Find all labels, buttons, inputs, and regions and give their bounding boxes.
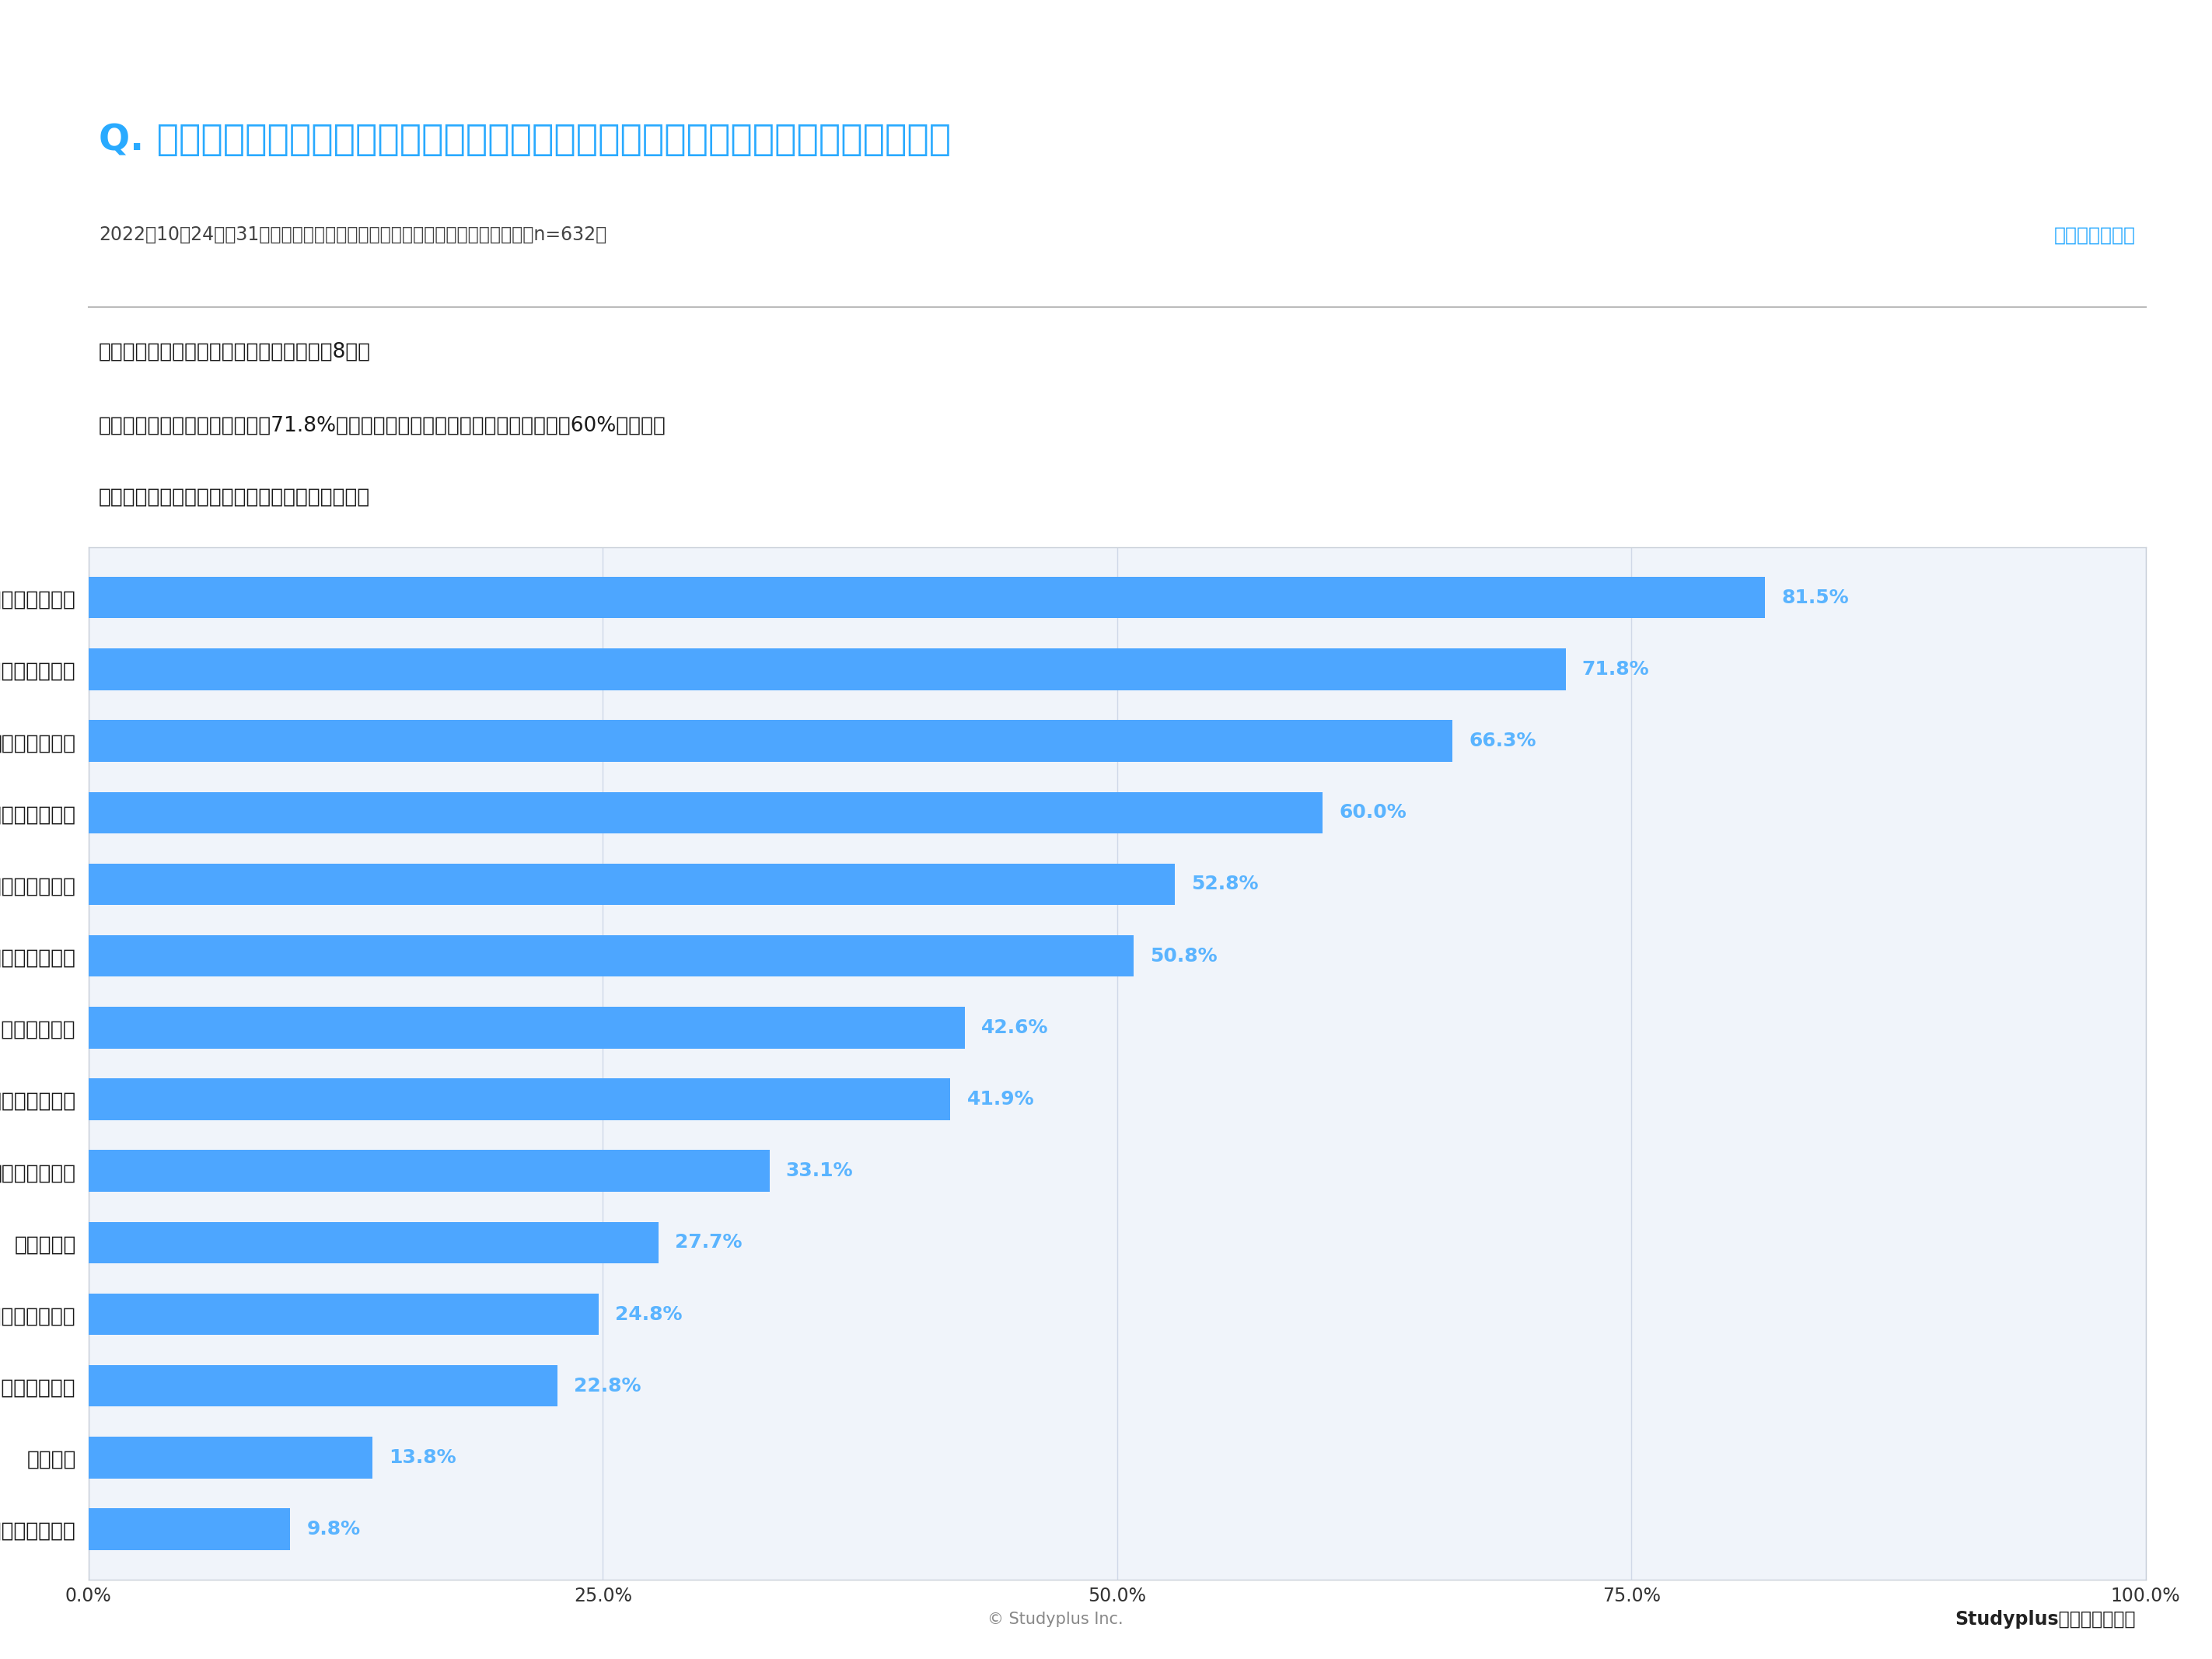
Text: 24.8%: 24.8% (615, 1306, 681, 1324)
Text: ・最多は「入試方法・入試科目」で全体の8割。: ・最多は「入試方法・入試科目」で全体の8割。 (100, 342, 372, 362)
Text: 66.3%: 66.3% (1469, 732, 1535, 750)
Bar (88, 1365, 557, 1407)
Text: 41.9%: 41.9% (967, 1090, 1035, 1108)
Bar (88, 720, 1453, 761)
Text: 50.8%: 50.8% (1150, 947, 1217, 966)
Bar (88, 1150, 770, 1191)
Text: 33.1%: 33.1% (785, 1161, 854, 1180)
Text: 81.5%: 81.5% (1781, 589, 1849, 607)
Text: Studyplusトレンド研究所: Studyplusトレンド研究所 (1955, 1609, 2135, 1629)
Bar (88, 1437, 372, 1478)
Text: 22.8%: 22.8% (573, 1377, 641, 1395)
Bar (88, 1508, 290, 1550)
Text: © Studyplus Inc.: © Studyplus Inc. (987, 1611, 1124, 1627)
Bar (88, 1078, 951, 1120)
Bar (88, 936, 1133, 977)
Bar (88, 1294, 599, 1335)
Text: Q. 生徒に指導するために、どのような大学情報を重点的にチェックしていますか？: Q. 生徒に指導するために、どのような大学情報を重点的にチェックしていますか？ (100, 123, 951, 158)
Bar (88, 863, 1175, 906)
Text: 9.8%: 9.8% (307, 1520, 361, 1538)
Text: 71.8%: 71.8% (1582, 660, 1650, 679)
Text: 42.6%: 42.6% (982, 1019, 1048, 1037)
Text: 大学卒業後の進路選びに関わる項目が上位に。: 大学卒業後の進路選びに関わる項目が上位に。 (100, 488, 369, 508)
Text: ・「取得可能な資格・免許」が71.8%、「卒業生の就職状況・就職支援体制」が60%で上位。: ・「取得可能な資格・免許」が71.8%、「卒業生の就職状況・就職支援体制」が60… (100, 415, 666, 436)
Bar (88, 649, 1566, 690)
Bar (88, 577, 1765, 619)
Text: 2022年10月24日～31日「全国の高等学校における進路指導に関する調査」（n=632）: 2022年10月24日～31日「全国の高等学校における進路指導に関する調査」（n… (100, 226, 606, 244)
Text: 13.8%: 13.8% (389, 1448, 456, 1467)
Text: （複数選択可）: （複数選択可） (2053, 226, 2135, 244)
Text: 27.7%: 27.7% (675, 1233, 741, 1253)
Bar (88, 1221, 659, 1264)
Text: 52.8%: 52.8% (1190, 874, 1259, 894)
Text: 60.0%: 60.0% (1338, 803, 1407, 821)
Bar (88, 791, 1323, 833)
Bar (88, 1007, 964, 1048)
